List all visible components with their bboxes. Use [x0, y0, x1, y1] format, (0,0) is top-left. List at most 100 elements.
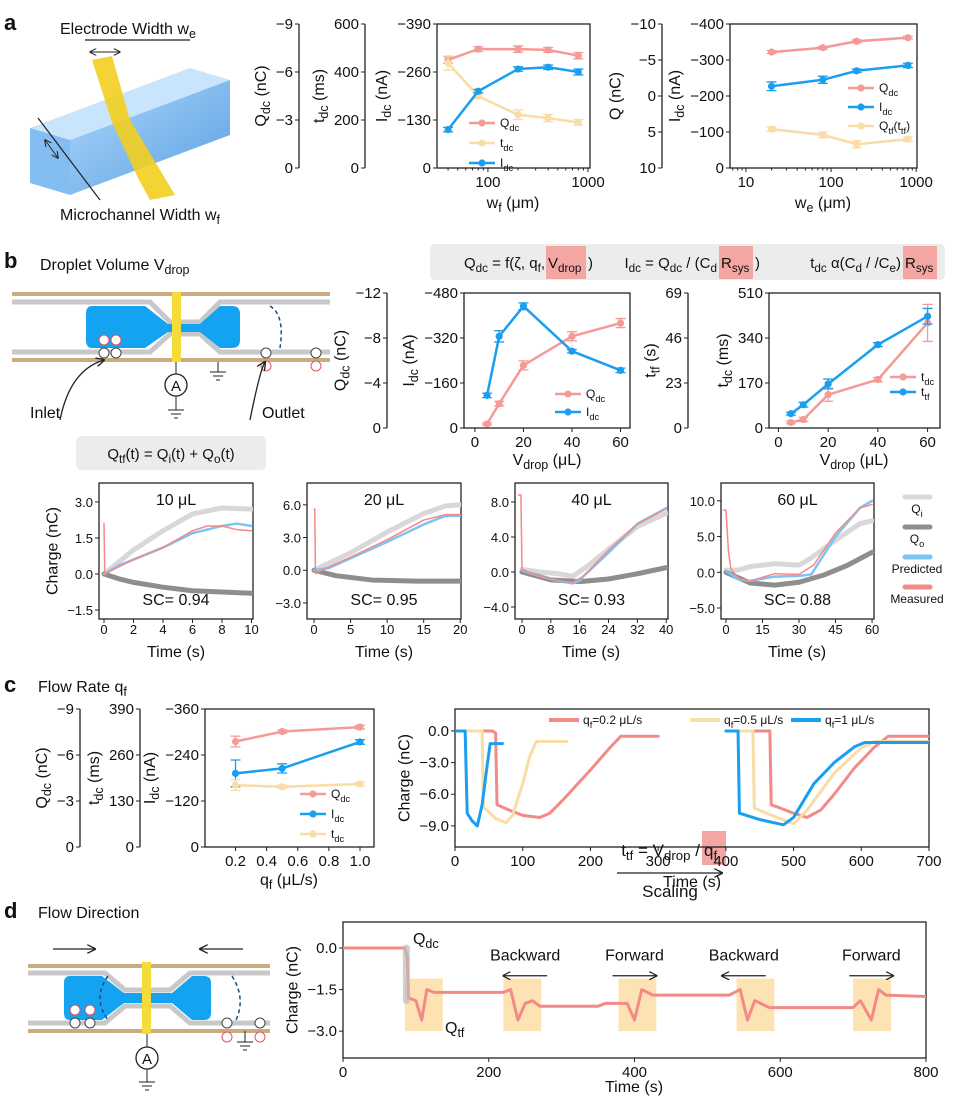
- series-line: [485, 304, 622, 397]
- x-tick-label: 0.6: [287, 853, 308, 870]
- b3-chart: 0 20 40 60 Vdrop (μL) 0 −4 −8 −12 Qdc (nC) 0 −160 −3…: [333, 285, 631, 472]
- y-tick-label: 6.0: [283, 498, 301, 513]
- y-tick-label: 0: [674, 420, 682, 437]
- x-tick-label: 100: [475, 174, 500, 191]
- legend-label: tdc: [921, 370, 935, 387]
- y-tick-label: −360: [165, 701, 199, 718]
- x-axis-label: wf (μm): [486, 195, 540, 215]
- x-tick-label: 0: [518, 622, 525, 637]
- data-point: [824, 380, 832, 388]
- s1-chart: 0 2 4 6 8 10 Time (s) −1.5 0.0 1.5 3.0 Charge (nC) 1…: [44, 482, 259, 661]
- plot-frame: [306, 482, 462, 620]
- similarity-coefficient: SC= 0.88: [764, 592, 831, 609]
- y-tick-label: −5.0: [689, 601, 715, 616]
- data-point: [819, 131, 827, 139]
- y-tick-label: 8.0: [491, 495, 509, 510]
- data-point: [904, 61, 912, 69]
- y-tick-label: −3: [57, 793, 74, 810]
- x-tick-label: 0: [471, 434, 479, 451]
- legend-label: qf=0.2 μL/s: [583, 713, 642, 730]
- x-tick-label: 5: [347, 622, 354, 637]
- data-point: [356, 723, 364, 731]
- series-line: [485, 321, 622, 426]
- y-tick-label: −5: [639, 52, 656, 69]
- panel-a-schematic: a Electrode Width we Microchannel Width …: [4, 10, 230, 227]
- chart-title: 40 μL: [571, 492, 611, 509]
- y-axis-label: ttf (s): [642, 343, 662, 378]
- flow-rate-title: Flow Rate qf: [38, 679, 127, 699]
- y-tick-label: −480: [424, 285, 458, 302]
- x-tick-label: 24: [601, 622, 615, 637]
- series-line: [101, 505, 253, 577]
- x-tick-label: 0: [339, 1064, 347, 1081]
- data-point: [799, 415, 807, 424]
- series-line: [724, 499, 874, 583]
- charge-icons: [69, 1004, 266, 1043]
- direction-label: Backward: [490, 948, 560, 965]
- legend-marker: [478, 139, 486, 147]
- data-point: [514, 65, 522, 73]
- eq-tdc-pre: tdc α(Cd / /Ce): [810, 255, 901, 275]
- electrode-icon: [142, 962, 151, 1034]
- x-tick-label: 1.0: [350, 853, 371, 870]
- data-point: [853, 140, 861, 148]
- y-axis-label: tdc (ms): [715, 333, 735, 387]
- y-tick-label: 0: [351, 160, 359, 177]
- y-tick-label: −3: [276, 112, 293, 129]
- legend-marker: [899, 388, 907, 396]
- data-point: [278, 727, 286, 736]
- y-tick-label: −130: [397, 112, 431, 129]
- legend-label: tdc: [331, 827, 345, 844]
- plot-frame: [454, 708, 930, 848]
- eq-idc-post: ): [755, 255, 760, 272]
- y-tick-label: −120: [165, 793, 199, 810]
- legend-label: Idc: [586, 405, 600, 422]
- y-tick-label: 5.0: [697, 530, 715, 545]
- eq-tdc-hl: Rsys: [905, 255, 934, 275]
- outlet-label: Outlet: [262, 405, 305, 422]
- data-point: [356, 738, 364, 746]
- data-point: [819, 76, 827, 84]
- c2-chart: 0 100 200 300 400 500 600 700 Time (s) −9.0 −6.0 −3…: [396, 708, 942, 891]
- series-group: [722, 499, 874, 588]
- y-axis-label: Idc (nA): [667, 70, 687, 122]
- y-tick-label: −1.5: [67, 603, 93, 618]
- legend-marker: [899, 373, 907, 381]
- y-tick-label: −240: [165, 747, 199, 764]
- b4-chart: 0 20 40 60 Vdrop (μL) 0 23 46 69 ttf (s) 0 170 340 51…: [642, 285, 941, 472]
- legend-label: Idc: [331, 807, 345, 824]
- x-tick-label: 16: [572, 622, 586, 637]
- series-line: [103, 522, 253, 575]
- data-point: [231, 769, 240, 778]
- legend-marker: [564, 408, 572, 416]
- channel-block-side: [70, 80, 230, 195]
- series-line: [446, 47, 580, 62]
- data-point: [514, 111, 522, 119]
- legend-marker: [478, 159, 486, 167]
- small-charts-legend: Qi Qo Predicted Measured: [890, 494, 944, 606]
- legend-marker: [478, 119, 486, 127]
- data-point: [444, 126, 452, 134]
- y-tick-label: 0.0: [697, 565, 715, 580]
- data-point: [853, 37, 861, 45]
- data-point: [495, 400, 503, 408]
- data-point: [231, 781, 240, 789]
- s3-chart: 0 8 16 24 32 40 Time (s) −4.0 0.0 4.0 8.0 40 μL SC= …: [483, 482, 673, 661]
- x-axis-label: Time (s): [605, 1079, 663, 1096]
- x-tick-label: 200: [578, 853, 603, 870]
- data-point: [616, 319, 625, 327]
- legend-label: Qdc: [331, 787, 351, 804]
- x-tick-label: 10: [244, 622, 258, 637]
- data-point: [874, 341, 882, 349]
- x-tick-label: 8: [547, 622, 554, 637]
- y-tick-label: 400: [334, 64, 359, 81]
- y-tick-label: −400: [690, 16, 724, 33]
- y-axis-label: Idc (nA): [142, 752, 162, 804]
- channel-block-top: [30, 68, 230, 140]
- legend-marker: [309, 830, 317, 838]
- y-tick-label: −100: [690, 124, 724, 141]
- plot-frame: [768, 292, 941, 429]
- series-line: [234, 782, 362, 789]
